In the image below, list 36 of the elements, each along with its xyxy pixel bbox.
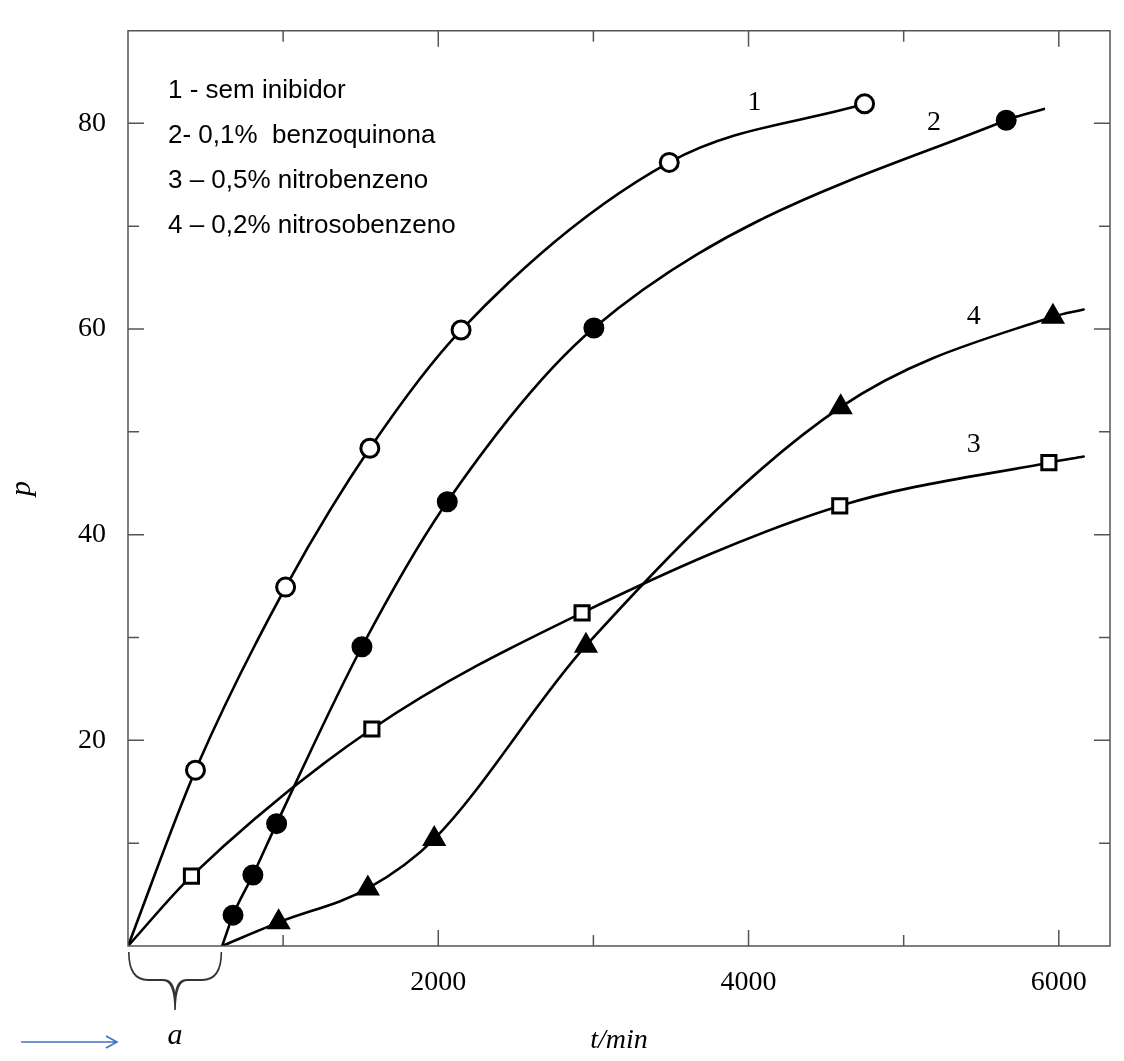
- point: [573, 604, 591, 622]
- series-label: 3: [966, 426, 981, 458]
- point: [583, 317, 605, 339]
- annotation: 1 - sem inibidor: [168, 73, 347, 104]
- point: [242, 864, 264, 886]
- point: [182, 867, 201, 885]
- point: [359, 437, 381, 459]
- y-tick-label: 60: [78, 311, 106, 343]
- point: [831, 497, 849, 515]
- point: [436, 491, 458, 513]
- point: [222, 904, 244, 926]
- y-tick-label: 20: [78, 722, 106, 754]
- point: [995, 109, 1017, 131]
- point: [363, 720, 381, 738]
- point: [275, 576, 297, 598]
- y-tick-label: 40: [78, 517, 106, 549]
- x-tick-label: 6000: [1030, 965, 1087, 997]
- series-label: 1: [747, 85, 762, 117]
- x-tick-label: 4000: [720, 965, 777, 997]
- point: [184, 759, 206, 781]
- series-label: 2: [926, 105, 941, 137]
- x-axis-title: t/min: [590, 1022, 648, 1054]
- point: [266, 813, 288, 835]
- point: [854, 93, 876, 115]
- point: [450, 319, 472, 341]
- series-label: 4: [966, 298, 981, 330]
- annotation: 4 – 0,2% nitrosobenzeno: [168, 208, 456, 239]
- x-tick-label: 2000: [410, 965, 467, 997]
- y-tick-label: 80: [78, 105, 106, 137]
- text: a: [167, 1016, 183, 1050]
- y-axis-title: p: [2, 480, 36, 498]
- annotation: 3 – 0,5% nitrobenzeno: [168, 163, 429, 194]
- point: [351, 636, 373, 658]
- point: [658, 151, 680, 173]
- point: [1040, 454, 1058, 472]
- annotation: 2- 0,1% benzoquinona: [168, 118, 436, 149]
